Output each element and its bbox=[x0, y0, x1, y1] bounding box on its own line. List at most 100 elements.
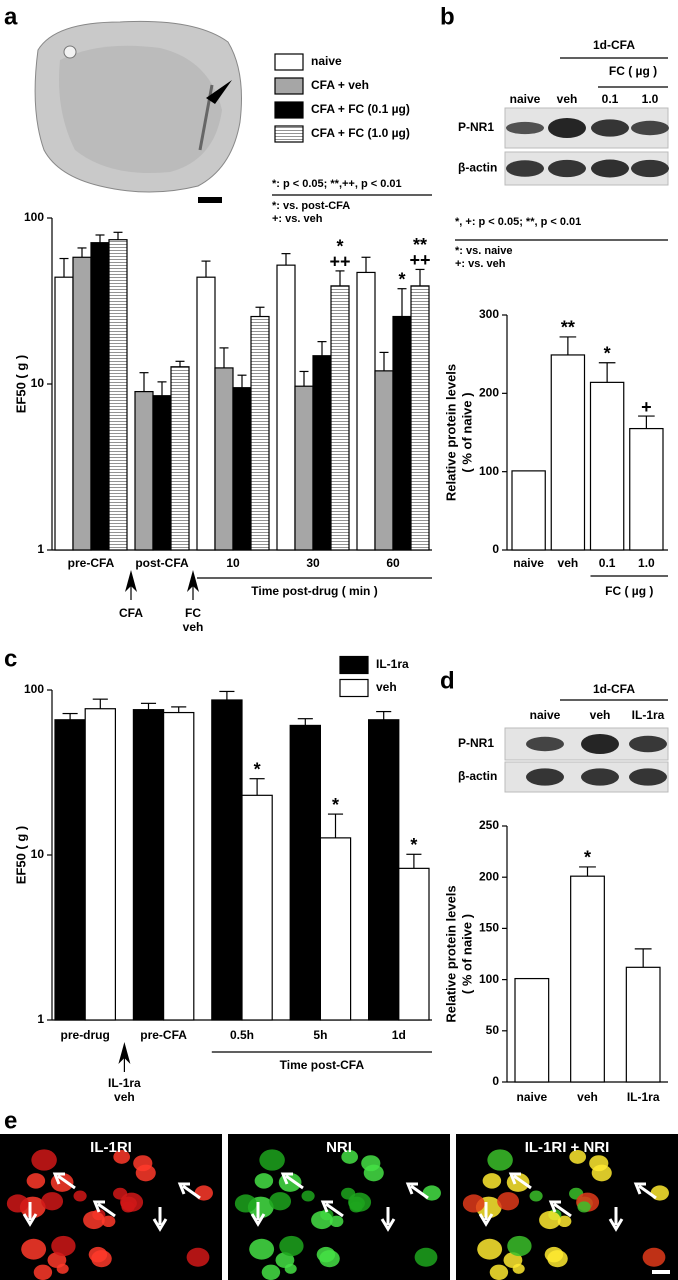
cell bbox=[650, 1185, 669, 1201]
bar bbox=[398, 867, 430, 1021]
panel-label: a bbox=[4, 3, 18, 30]
cell bbox=[557, 1215, 572, 1227]
y-tick-label: 10 bbox=[31, 376, 45, 390]
error-bar bbox=[95, 234, 105, 243]
cell bbox=[73, 1190, 87, 1202]
bar bbox=[54, 276, 74, 551]
note: *: p < 0.05; **,++, p < 0.01 bbox=[272, 178, 402, 190]
arrow bbox=[92, 1200, 116, 1218]
arrow bbox=[380, 1207, 396, 1232]
x-tick-label: 10 bbox=[226, 556, 240, 570]
x-tick-label: veh bbox=[577, 1090, 598, 1104]
legend-swatch bbox=[274, 77, 304, 95]
blot-band bbox=[581, 734, 619, 754]
y-axis-label: ( % of naive ) bbox=[459, 392, 474, 472]
x-tick-label: 0.1 bbox=[599, 556, 616, 570]
cell bbox=[26, 1173, 46, 1189]
blot-header: 1d-CFA bbox=[593, 38, 635, 52]
bar bbox=[319, 837, 352, 1021]
blot-row-label: P-NR1 bbox=[458, 736, 494, 750]
error-bar bbox=[598, 362, 616, 383]
y-axis-label: Relative protein levels bbox=[443, 885, 458, 1022]
panel-label: d bbox=[440, 667, 455, 694]
bar bbox=[289, 724, 322, 1021]
cell bbox=[642, 1247, 666, 1267]
error-bar bbox=[219, 347, 229, 368]
category-group-label: FC ( µg ) bbox=[605, 584, 653, 598]
blot-band bbox=[548, 159, 586, 178]
cell bbox=[414, 1247, 438, 1267]
fluorescence-image: IL-1RI bbox=[0, 1134, 222, 1280]
bar bbox=[330, 285, 350, 551]
legend-label: naive bbox=[311, 54, 342, 68]
significance-mark: ++ bbox=[329, 252, 350, 272]
significance-mark: * bbox=[410, 835, 417, 855]
lane-label: 1.0 bbox=[642, 92, 659, 106]
lane-label: naive bbox=[510, 92, 541, 106]
bar bbox=[241, 794, 273, 1021]
significance-mark: ++ bbox=[409, 250, 430, 270]
arrow bbox=[250, 1202, 266, 1227]
x-tick-label: 60 bbox=[386, 556, 400, 570]
cell bbox=[363, 1164, 384, 1182]
bar bbox=[232, 387, 252, 551]
cell bbox=[487, 1149, 513, 1171]
blot-band bbox=[629, 735, 667, 753]
arrow bbox=[478, 1202, 494, 1227]
significance-mark: * bbox=[604, 344, 611, 364]
cell bbox=[539, 1211, 561, 1230]
y-tick-label: 100 bbox=[479, 972, 499, 986]
bar bbox=[163, 711, 195, 1021]
cell bbox=[489, 1264, 509, 1280]
bar bbox=[392, 315, 412, 551]
significance-mark: * bbox=[336, 237, 343, 257]
cell bbox=[254, 1173, 274, 1189]
error-bar bbox=[317, 341, 327, 356]
cell bbox=[31, 1149, 57, 1171]
blot-band bbox=[526, 768, 564, 786]
bar bbox=[132, 709, 165, 1021]
cell bbox=[319, 1250, 340, 1268]
blot-row-label: P-NR1 bbox=[458, 120, 494, 134]
blot-band bbox=[631, 120, 669, 136]
bar bbox=[108, 239, 128, 551]
significance-mark: + bbox=[641, 397, 652, 417]
panel-label: b bbox=[440, 3, 455, 30]
cell bbox=[301, 1190, 315, 1202]
y-tick-label: 100 bbox=[479, 464, 499, 478]
note: *: vs. naive bbox=[455, 245, 512, 257]
bar bbox=[625, 966, 661, 1083]
cell bbox=[529, 1190, 543, 1202]
bar bbox=[152, 395, 172, 551]
error-bar bbox=[113, 231, 123, 240]
fluorescence-image: IL-1RI + NRI bbox=[456, 1134, 678, 1280]
bar bbox=[90, 242, 110, 551]
x-tick-label: naive bbox=[516, 1090, 547, 1104]
blot-band bbox=[629, 768, 667, 786]
y-axis-label: ( % of naive ) bbox=[459, 914, 474, 994]
legend-label: CFA + FC (1.0 µg) bbox=[311, 126, 410, 140]
error-bar bbox=[139, 372, 149, 392]
arrow-marker bbox=[118, 1042, 131, 1064]
error-bar bbox=[281, 253, 291, 266]
bar bbox=[514, 977, 550, 1083]
lane-label: veh bbox=[590, 708, 611, 722]
cell bbox=[507, 1235, 532, 1257]
error-bar bbox=[406, 853, 422, 869]
cell bbox=[259, 1149, 285, 1171]
marker-label: veh bbox=[114, 1090, 135, 1104]
x-tick-label: pre-CFA bbox=[140, 1028, 187, 1042]
legend-label: IL-1ra bbox=[376, 657, 409, 671]
error-bar bbox=[361, 256, 371, 273]
y-tick-label: 0 bbox=[492, 1074, 499, 1088]
arrow bbox=[320, 1200, 344, 1218]
significance-mark: * bbox=[254, 759, 261, 779]
error-bar bbox=[299, 370, 309, 387]
cell bbox=[349, 1201, 363, 1213]
error-bar bbox=[297, 718, 313, 726]
bar bbox=[214, 367, 234, 551]
error-bar bbox=[638, 415, 655, 429]
y-tick-label: 100 bbox=[24, 210, 44, 224]
cell bbox=[41, 1192, 64, 1211]
cell bbox=[422, 1185, 441, 1201]
